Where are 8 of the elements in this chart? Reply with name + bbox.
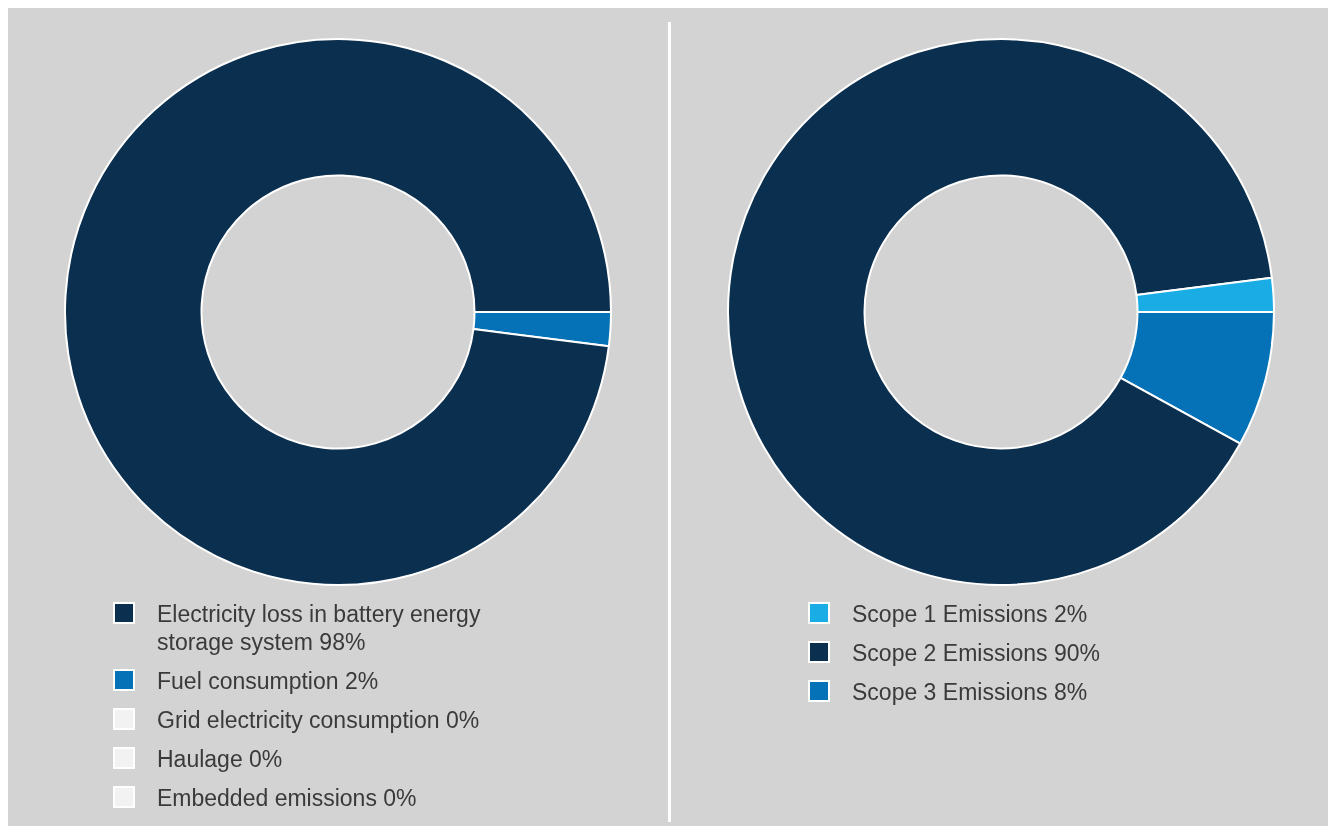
- legend-label: Haulage 0%: [156, 745, 284, 773]
- legend-label: Fuel consumption 2%: [156, 667, 380, 695]
- legend-label: Scope 1 Emissions 2%: [851, 600, 1089, 628]
- legend-label: Scope 3 Emissions 8%: [851, 678, 1089, 706]
- legend-label: Scope 2 Emissions 90%: [851, 639, 1101, 667]
- legend-label: Grid electricity consumption 0%: [156, 706, 481, 734]
- legend-label: Embedded emissions 0%: [156, 784, 418, 812]
- legend-label: Electricity loss in battery energy storage system 98%: [156, 600, 482, 656]
